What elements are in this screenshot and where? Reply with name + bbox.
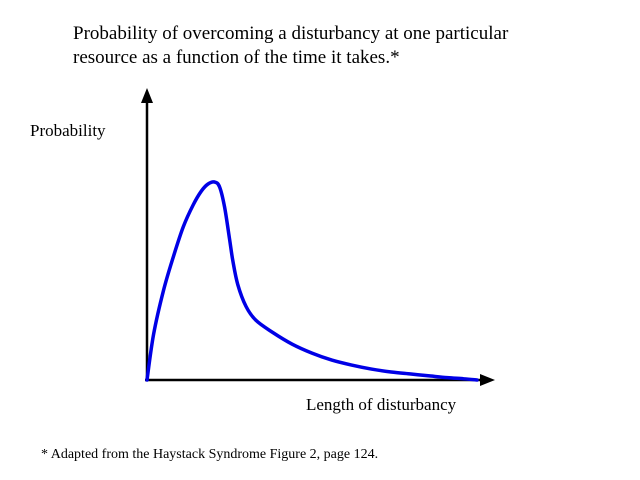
- series-line-0: [145, 180, 479, 382]
- chart-title-line-2: resource as a function of the time it ta…: [73, 47, 400, 68]
- series-layer: [145, 180, 479, 382]
- y-axis-label: Probability: [30, 121, 106, 140]
- x-axis-arrow: [480, 374, 495, 386]
- chart-title-line-1: Probability of overcoming a disturbancy …: [73, 23, 509, 44]
- chart-title: Probability of overcoming a disturbancy …: [73, 22, 613, 70]
- y-axis-arrow: [141, 88, 153, 103]
- footnote: * Adapted from the Haystack Syndrome Fig…: [41, 447, 379, 462]
- x-axis-label: Length of disturbancy: [306, 395, 457, 414]
